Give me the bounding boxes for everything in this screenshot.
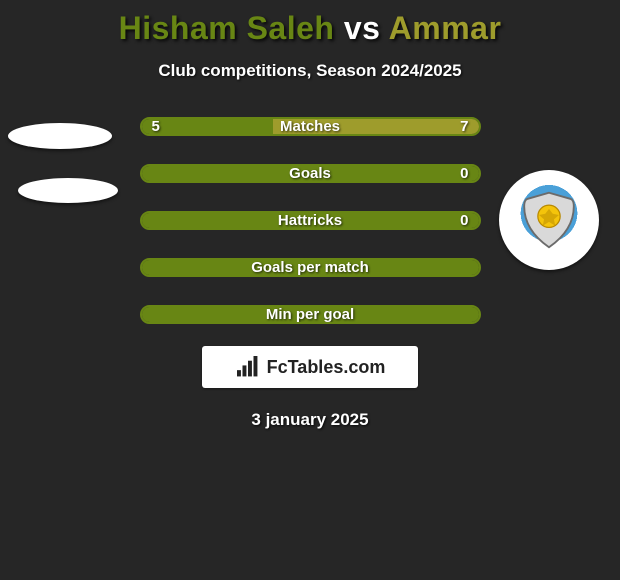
bars-icon [235, 356, 261, 378]
stat-row: Matches 5 7 [140, 117, 481, 136]
stat-row: Goals per match [140, 258, 481, 277]
stat-label: Goals [289, 165, 331, 182]
footer-logo-text: FcTables.com [267, 357, 386, 378]
stat-value-right: 0 [460, 212, 468, 229]
stat-value-right: 0 [460, 165, 468, 182]
stat-value-left: 5 [152, 118, 160, 135]
page-title: Hisham Saleh vs Ammar [0, 0, 620, 47]
title-right: Ammar [389, 10, 502, 46]
stat-label: Min per goal [266, 306, 354, 323]
stat-row: Min per goal [140, 305, 481, 324]
stat-label: Hattricks [278, 212, 342, 229]
fctables-logo: FcTables.com [202, 346, 418, 388]
stat-label: Goals per match [251, 259, 369, 276]
bar-left [142, 119, 273, 134]
stat-value-right: 7 [460, 118, 468, 135]
stats-chart: Matches 5 7 Goals 0 Hattricks 0 Goals per match… [0, 117, 620, 324]
stat-row: Hattricks 0 [140, 211, 481, 230]
title-left: Hisham Saleh [119, 10, 335, 46]
subtitle: Club competitions, Season 2024/2025 [0, 61, 620, 81]
date-text: 3 january 2025 [0, 410, 620, 430]
stat-row: Goals 0 [140, 164, 481, 183]
stat-label: Matches [280, 118, 340, 135]
title-vs: vs [344, 10, 381, 46]
